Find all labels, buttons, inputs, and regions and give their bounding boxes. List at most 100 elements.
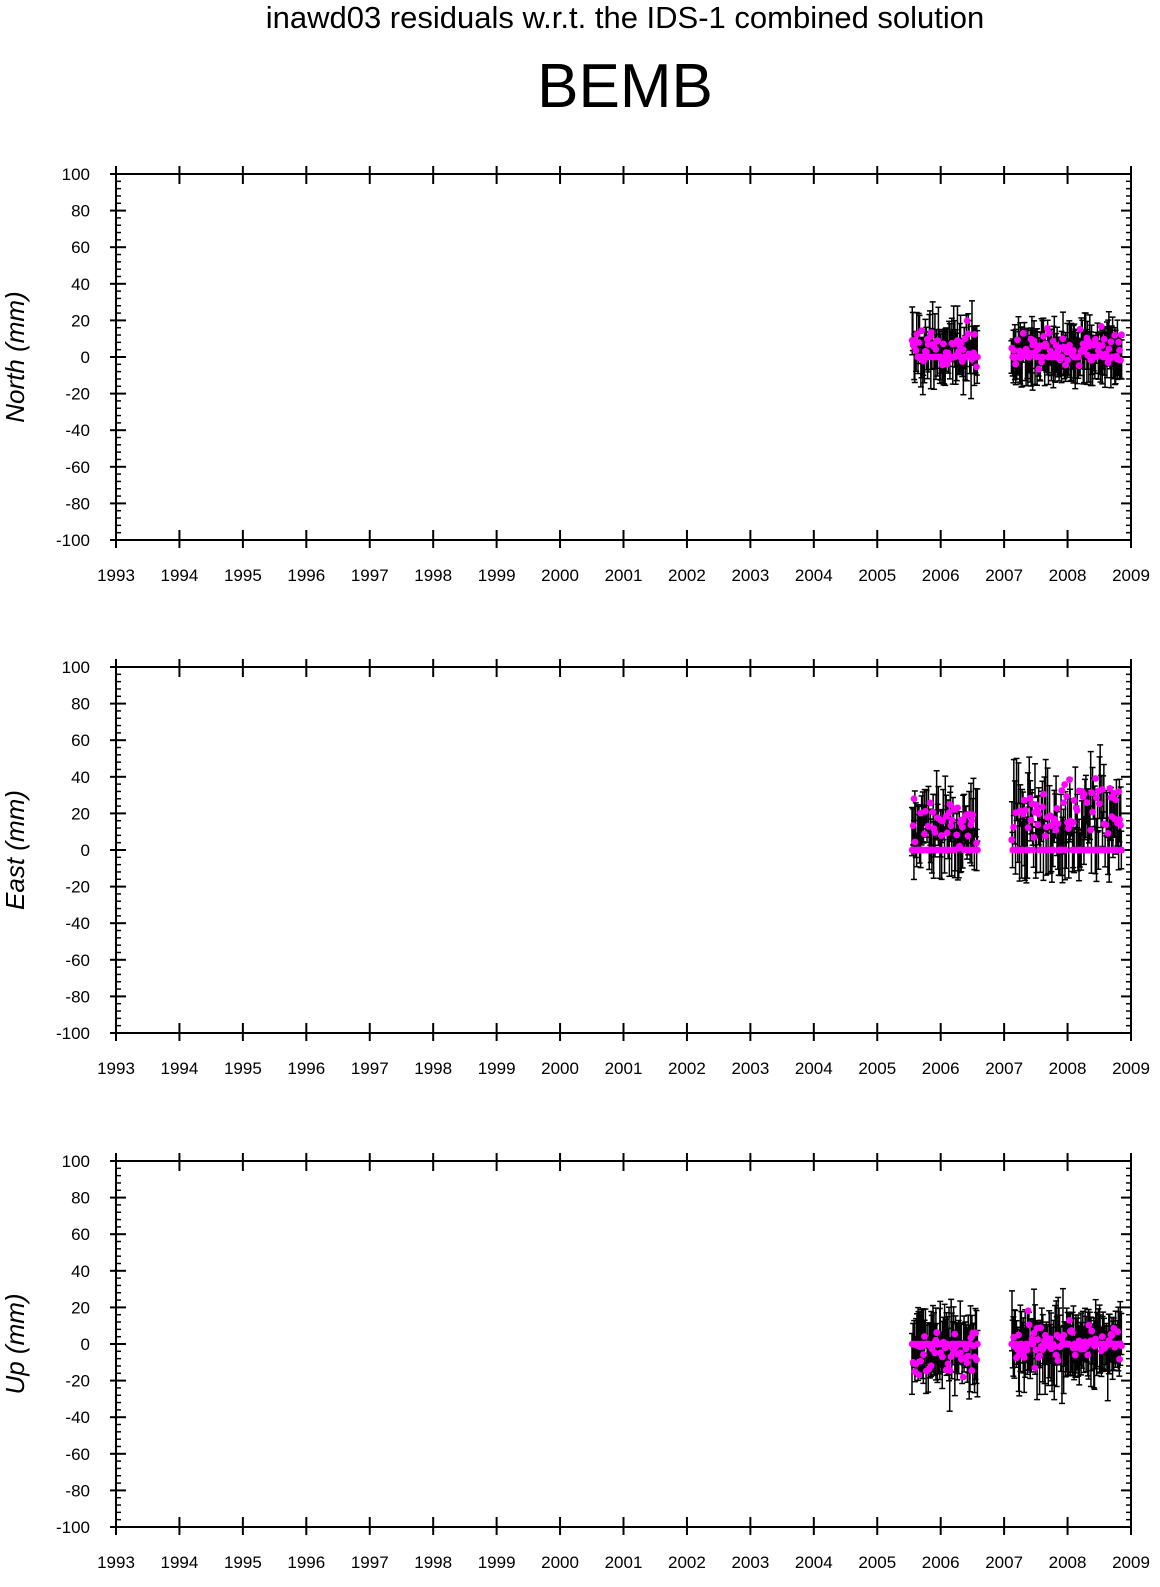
data-point [954, 804, 961, 812]
data-point [1020, 796, 1028, 804]
x-tick-label: 1995 [224, 1059, 262, 1078]
data-point [1083, 799, 1091, 806]
data-point [1075, 362, 1083, 370]
x-tick-label: 1994 [161, 1553, 199, 1572]
data-point [973, 1356, 980, 1364]
data-point [1030, 1329, 1038, 1337]
data-point [1052, 826, 1060, 834]
data-point [1023, 1346, 1031, 1354]
data-point [1045, 329, 1053, 337]
data-point [1071, 1351, 1079, 1359]
data-point [1021, 806, 1029, 814]
data-point [1098, 342, 1106, 349]
x-tick-label: 1995 [224, 566, 262, 585]
data-point [956, 842, 963, 850]
y-axis-label: Up (mm) [0, 1293, 30, 1394]
x-tick-label: 1999 [478, 566, 516, 585]
data-point [1032, 1346, 1040, 1354]
data-point [974, 846, 981, 854]
data-point [969, 811, 977, 819]
data-point [1095, 800, 1103, 808]
y-tick-label: 100 [62, 165, 90, 184]
y-axis-label: East (mm) [0, 790, 30, 910]
y-tick-label: 60 [71, 238, 90, 257]
x-tick-label: 2003 [731, 1059, 769, 1078]
data-point [1088, 1327, 1096, 1335]
data-point [1115, 788, 1122, 796]
x-tick-label: 2002 [668, 1059, 706, 1078]
data-point [968, 817, 976, 825]
data-point [1085, 1321, 1093, 1329]
data-point [1084, 1351, 1092, 1359]
x-tick-label: 2006 [922, 1059, 960, 1078]
data-point [1062, 846, 1070, 854]
y-tick-label: -40 [65, 421, 90, 440]
data-point [1118, 1342, 1125, 1350]
data-point [944, 846, 952, 854]
data-point [1069, 819, 1077, 826]
data-point [931, 829, 939, 836]
data-point [1052, 1351, 1060, 1359]
x-tick-label: 2006 [922, 566, 960, 585]
data-point [959, 816, 967, 824]
x-tick-label: 1993 [97, 1059, 135, 1078]
data-point [953, 831, 961, 839]
data-point [918, 327, 926, 335]
data-point [1116, 1355, 1123, 1363]
y-tick-label: 80 [71, 1189, 90, 1208]
data-point [946, 1367, 954, 1374]
x-tick-label: 2004 [795, 1553, 833, 1572]
data-point [1039, 353, 1046, 361]
data-point [922, 348, 930, 356]
data-point [1026, 794, 1034, 802]
y-tick-label: -80 [65, 494, 90, 513]
data-point [1118, 331, 1125, 339]
north-panel: -100 -80 -60 -40 -20 0 20 40 60 80 100 1993 1994 1995… [0, 165, 1150, 585]
x-tick-label: 1993 [97, 566, 135, 585]
data-point [1063, 792, 1071, 800]
data-point [1020, 1354, 1028, 1361]
y-tick-label: -20 [65, 878, 90, 897]
data-point [909, 822, 917, 830]
data-point [1112, 796, 1120, 804]
data-point [921, 807, 929, 815]
y-tick-label: -60 [65, 951, 90, 970]
data-point [1114, 1328, 1122, 1336]
data-point [1073, 807, 1081, 814]
data-point [963, 317, 971, 325]
data-point [917, 1357, 925, 1365]
x-tick-label: 1996 [287, 566, 325, 585]
x-tick-label: 2008 [1049, 1553, 1087, 1572]
data-point [1019, 329, 1027, 337]
y-tick-label: 0 [81, 1335, 90, 1354]
data-point [938, 832, 945, 839]
data-point [1061, 781, 1069, 788]
x-tick-label: 2001 [605, 1059, 643, 1078]
data-point [912, 347, 920, 354]
y-tick-label: 40 [71, 1262, 90, 1281]
x-tick-label: 2009 [1112, 1553, 1150, 1572]
y-tick-label: 100 [62, 658, 90, 677]
data-point [1066, 1316, 1073, 1324]
x-tick-label: 1993 [97, 1553, 135, 1572]
x-tick-label: 2004 [795, 1059, 833, 1078]
data-point [1010, 823, 1018, 831]
data-point [913, 330, 921, 338]
x-tick-label: 2000 [541, 566, 579, 585]
data-point [1024, 1307, 1032, 1315]
x-tick-label: 2005 [858, 1059, 896, 1078]
data-point [1116, 346, 1123, 354]
x-tick-label: 1996 [287, 1059, 325, 1078]
data-point [1116, 816, 1123, 824]
x-tick-label: 2008 [1049, 566, 1087, 585]
data-point [1031, 1364, 1039, 1372]
y-tick-label: -20 [65, 385, 90, 404]
y-tick-label: 60 [71, 1225, 90, 1244]
y-axis-label: North (mm) [0, 291, 30, 422]
data-point [1059, 335, 1067, 343]
data-point [1068, 1329, 1076, 1336]
x-tick-label: 2006 [922, 1553, 960, 1572]
y-tick-label: 20 [71, 311, 90, 330]
data-point [959, 346, 967, 353]
data-point [915, 1371, 923, 1379]
